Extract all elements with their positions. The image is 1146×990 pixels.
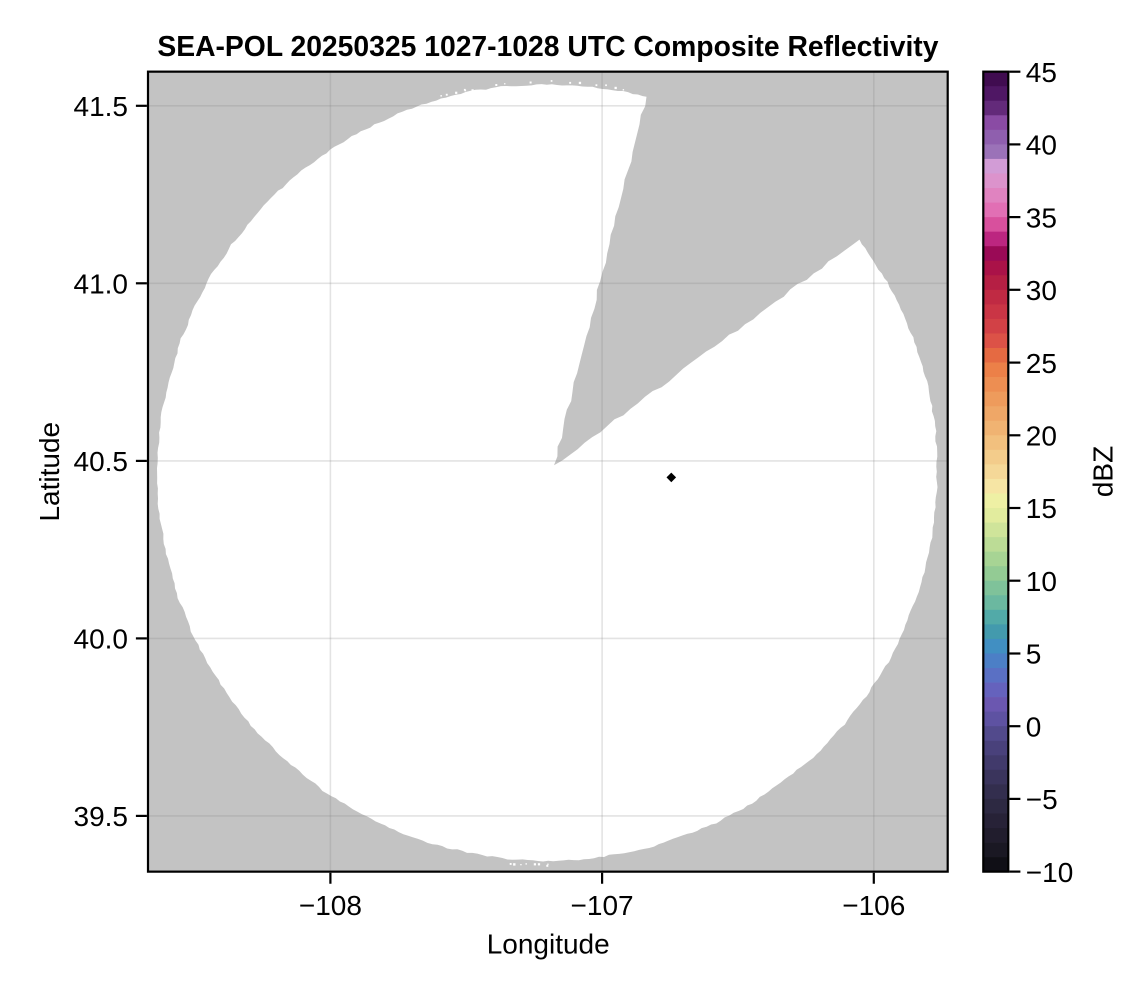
svg-text:−5: −5 <box>1026 784 1058 815</box>
svg-text:15: 15 <box>1026 493 1057 524</box>
svg-text:−106: −106 <box>842 890 905 921</box>
svg-text:5: 5 <box>1026 639 1042 670</box>
svg-text:30: 30 <box>1026 275 1057 306</box>
svg-text:40: 40 <box>1026 130 1057 161</box>
svg-text:0: 0 <box>1026 711 1042 742</box>
svg-text:41.5: 41.5 <box>74 91 129 122</box>
svg-text:40.5: 40.5 <box>74 446 129 477</box>
svg-text:Longitude: Longitude <box>487 929 610 960</box>
svg-text:Latitude: Latitude <box>34 422 65 522</box>
svg-text:35: 35 <box>1026 202 1057 233</box>
svg-text:SEA-POL 20250325 1027-1028 UTC: SEA-POL 20250325 1027-1028 UTC Composite… <box>157 30 938 62</box>
svg-text:20: 20 <box>1026 421 1057 452</box>
svg-text:41.0: 41.0 <box>74 269 129 300</box>
svg-text:dBZ: dBZ <box>1088 446 1119 497</box>
svg-text:−107: −107 <box>571 890 634 921</box>
svg-text:−10: −10 <box>1026 857 1074 888</box>
svg-text:40.0: 40.0 <box>74 624 129 655</box>
svg-text:25: 25 <box>1026 348 1057 379</box>
svg-text:45: 45 <box>1026 57 1057 88</box>
svg-text:39.5: 39.5 <box>74 801 129 832</box>
svg-text:−108: −108 <box>299 890 362 921</box>
svg-text:10: 10 <box>1026 566 1057 597</box>
